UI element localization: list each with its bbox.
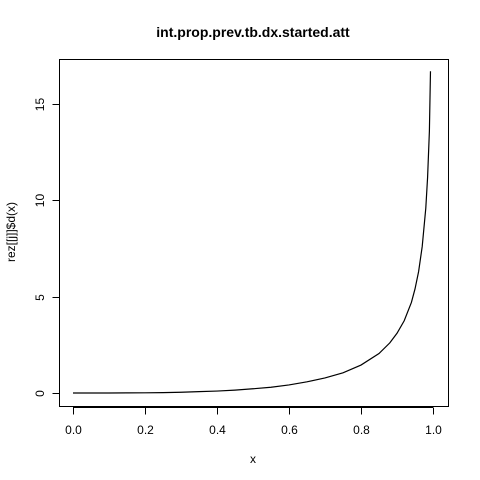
x-tick-label: 0.2 [137, 423, 154, 437]
x-tick-label: 0.0 [65, 423, 82, 437]
y-tick-label: 5 [33, 294, 47, 301]
x-axis: 0.0 0.2 0.4 0.6 0.8 1.0 [65, 407, 442, 437]
y-tick-label: 0 [33, 390, 47, 397]
y-tick-label: 15 [33, 98, 47, 112]
series-line [73, 71, 432, 394]
x-axis-label: x [250, 452, 256, 466]
x-tick-label: 1.0 [425, 423, 442, 437]
y-axis-label: rez[[j]]$d(x) [4, 202, 18, 262]
x-tick-label: 0.6 [281, 423, 298, 437]
y-axis: 0 5 10 15 [33, 98, 60, 397]
x-tick-label: 0.8 [353, 423, 370, 437]
plot-frame [59, 59, 449, 407]
x-tick-label: 0.4 [209, 423, 226, 437]
chart-title: int.prop.prev.tb.dx.started.att [156, 24, 350, 40]
y-tick-label: 10 [33, 194, 47, 208]
